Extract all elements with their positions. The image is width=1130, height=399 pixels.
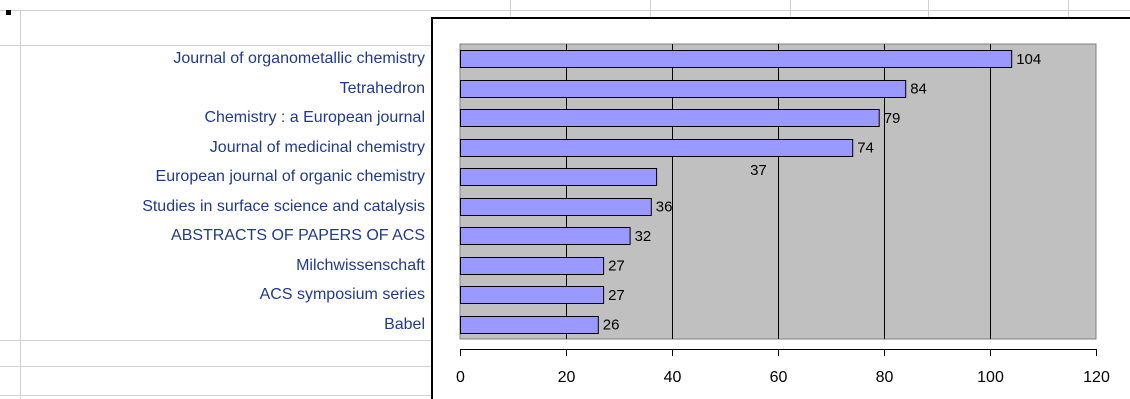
category-label: Milchwissenschaft — [296, 257, 425, 274]
x-tick-label: 80 — [876, 369, 894, 386]
category-label: Tetrahedron — [339, 80, 425, 97]
bar[interactable] — [460, 50, 1013, 68]
data-label: 27 — [608, 287, 625, 304]
category-label: Babel — [384, 316, 425, 333]
bar[interactable] — [460, 257, 605, 275]
bar[interactable] — [460, 168, 658, 186]
category-label: ABSTRACTS OF PAPERS OF ACS — [171, 227, 425, 244]
x-tick-label: 60 — [770, 369, 788, 386]
data-label: 37 — [750, 162, 767, 179]
bar[interactable] — [460, 286, 605, 304]
chart-selection-handle[interactable] — [6, 10, 11, 15]
x-tick-label: 20 — [558, 369, 576, 386]
category-label: Studies in surface science and catalysis — [142, 198, 425, 215]
data-label: 27 — [608, 257, 625, 274]
x-tick-label: 0 — [456, 369, 465, 386]
category-label: European journal of organic chemistry — [155, 168, 425, 185]
data-label: 32 — [635, 228, 652, 245]
bar[interactable] — [460, 316, 599, 334]
data-label: 79 — [884, 110, 901, 127]
bar[interactable] — [460, 80, 907, 98]
data-label: 26 — [603, 316, 620, 333]
bar[interactable] — [460, 198, 652, 216]
bar[interactable] — [460, 227, 631, 245]
category-label: Chemistry : a European journal — [204, 109, 425, 126]
bar[interactable] — [460, 109, 880, 127]
x-tick-label: 100 — [977, 369, 1004, 386]
category-label: Journal of organometallic chemistry — [173, 50, 425, 67]
bar[interactable] — [460, 139, 854, 157]
data-label: 104 — [1016, 51, 1041, 68]
x-tick-label: 120 — [1083, 369, 1110, 386]
data-label: 74 — [857, 139, 874, 156]
data-label: 36 — [656, 198, 673, 215]
x-tick-label: 40 — [664, 369, 682, 386]
data-label: 84 — [910, 80, 927, 97]
category-label: ACS symposium series — [259, 286, 425, 303]
category-label: Journal of medicinal chemistry — [209, 139, 425, 156]
